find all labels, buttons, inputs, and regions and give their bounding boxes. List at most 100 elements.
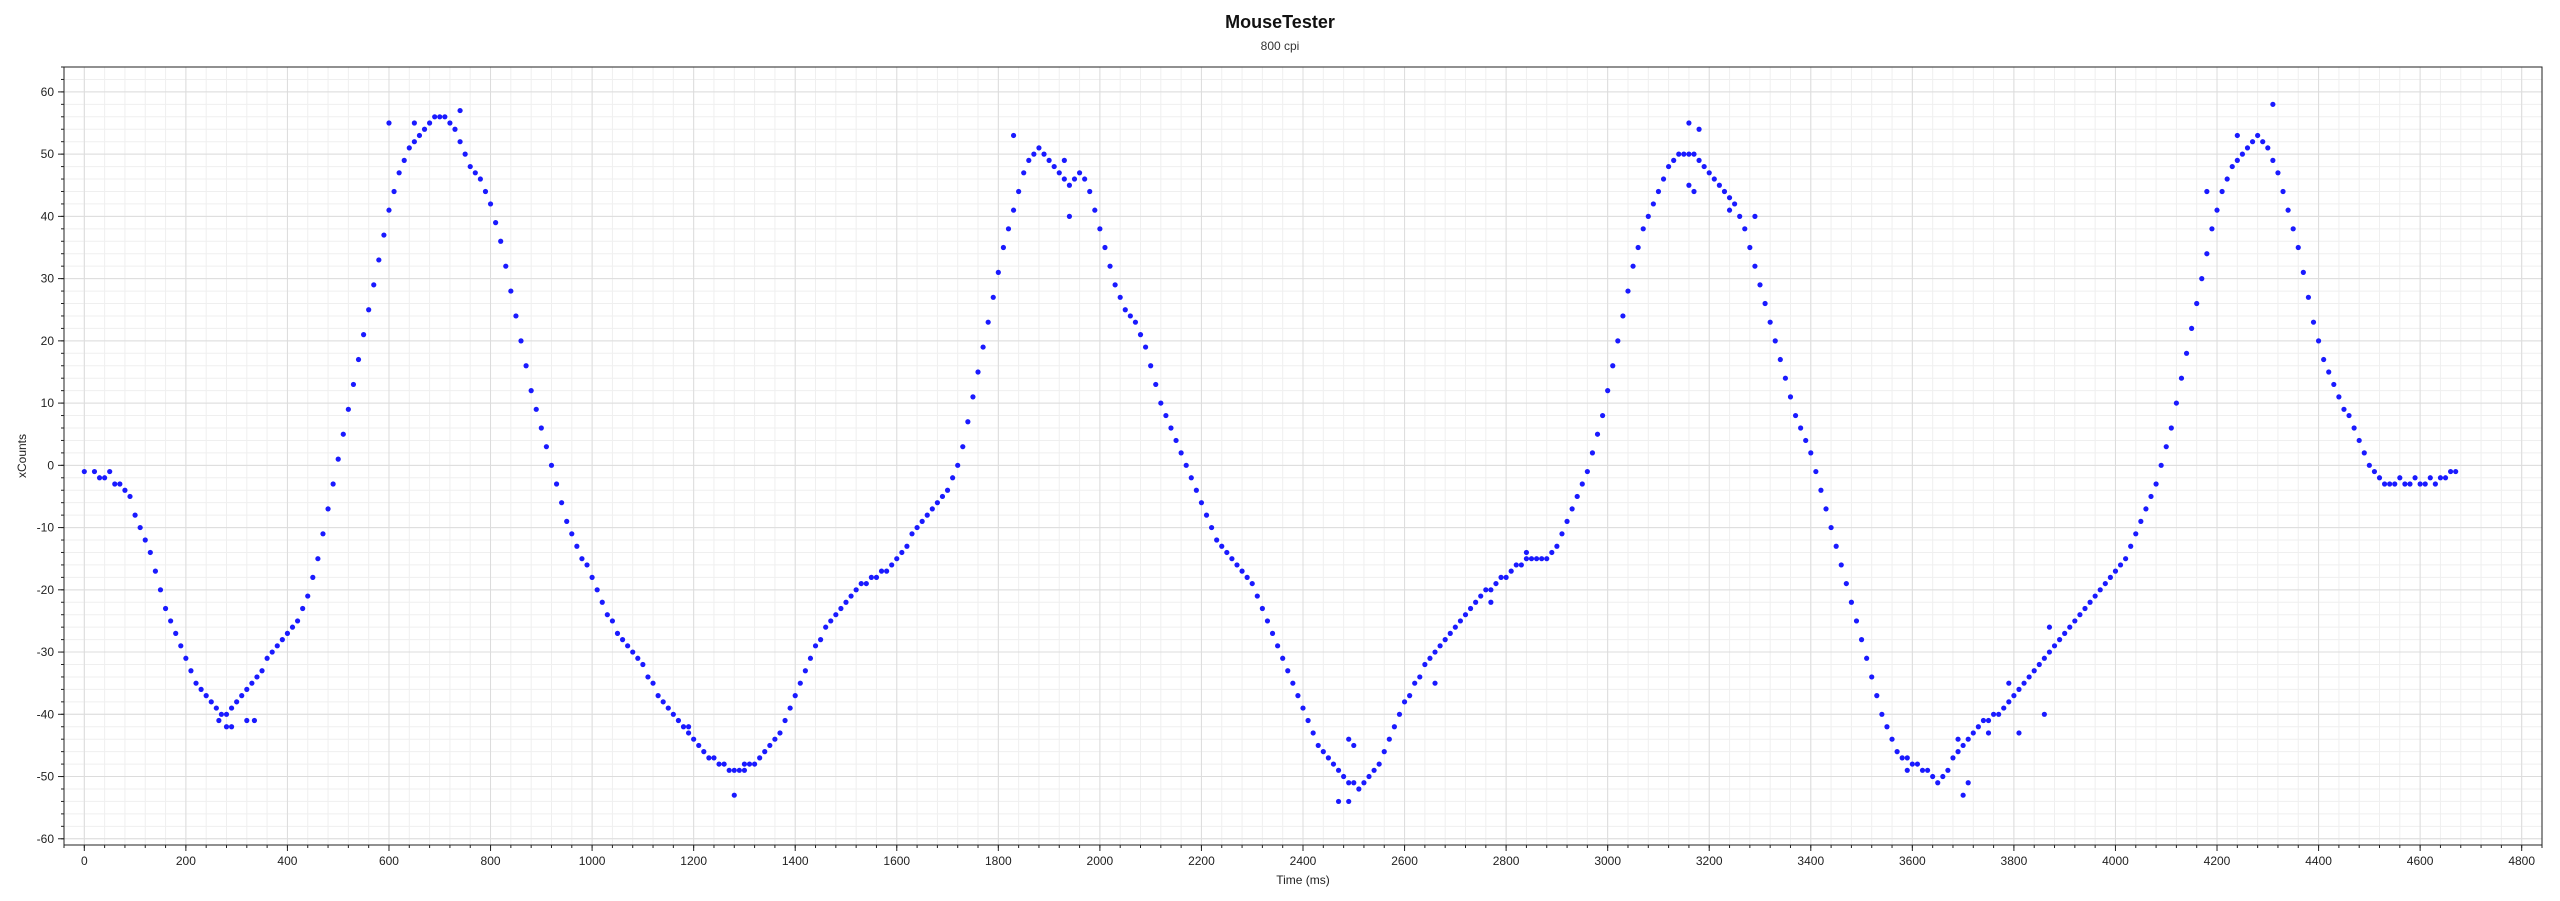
data-point bbox=[701, 749, 707, 755]
data-point bbox=[2067, 624, 2073, 630]
data-point bbox=[934, 500, 940, 506]
data-point bbox=[2209, 226, 2215, 232]
data-point bbox=[1112, 282, 1118, 288]
data-point bbox=[513, 313, 519, 319]
y-tick-label: 40 bbox=[41, 209, 55, 223]
data-point bbox=[1320, 749, 1326, 755]
data-point bbox=[1798, 425, 1804, 431]
data-point bbox=[792, 693, 798, 699]
data-point bbox=[2422, 481, 2428, 487]
data-point bbox=[1559, 531, 1565, 537]
data-point bbox=[1955, 749, 1961, 755]
data-point bbox=[939, 493, 946, 500]
data-point bbox=[1163, 412, 1169, 419]
data-point bbox=[1046, 157, 1052, 163]
data-point bbox=[1752, 263, 1758, 269]
y-tick-label: -10 bbox=[37, 521, 55, 535]
data-point bbox=[269, 649, 275, 655]
data-point bbox=[1655, 188, 1662, 195]
data-point bbox=[498, 238, 504, 244]
data-point bbox=[2173, 400, 2179, 406]
data-point bbox=[102, 475, 108, 481]
data-point bbox=[1965, 736, 1971, 742]
data-point bbox=[1066, 213, 1073, 219]
data-point bbox=[1341, 773, 1347, 780]
data-point bbox=[1371, 767, 1377, 773]
data-point bbox=[609, 618, 616, 624]
data-point bbox=[406, 145, 412, 151]
data-point bbox=[970, 394, 976, 400]
data-point bbox=[2402, 481, 2408, 487]
data-point bbox=[1574, 493, 1580, 500]
data-point bbox=[1396, 711, 1403, 717]
data-point bbox=[863, 580, 869, 587]
data-point bbox=[1554, 543, 1560, 549]
data-point bbox=[670, 711, 676, 717]
data-point bbox=[528, 388, 534, 394]
data-point bbox=[564, 518, 570, 524]
data-point bbox=[508, 288, 514, 294]
data-point bbox=[1305, 717, 1311, 724]
data-point bbox=[1244, 574, 1250, 580]
data-point bbox=[1909, 761, 1915, 767]
data-point bbox=[310, 574, 316, 580]
data-point bbox=[538, 425, 544, 431]
data-point bbox=[2123, 556, 2129, 562]
data-point bbox=[2300, 269, 2306, 275]
data-point bbox=[1640, 226, 1646, 232]
data-point bbox=[1706, 170, 1712, 176]
data-point bbox=[858, 580, 864, 587]
data-point bbox=[1462, 612, 1469, 618]
data-point bbox=[2239, 151, 2246, 157]
data-point bbox=[2371, 468, 2378, 475]
data-point bbox=[1818, 487, 1824, 493]
data-point bbox=[122, 487, 128, 493]
data-point bbox=[112, 481, 118, 487]
data-point bbox=[477, 176, 483, 182]
data-point bbox=[2437, 475, 2444, 481]
data-point bbox=[1016, 188, 1022, 195]
data-point bbox=[223, 724, 230, 730]
x-tick-label: 4000 bbox=[2102, 854, 2129, 868]
data-point bbox=[1930, 773, 1936, 780]
data-point bbox=[2046, 624, 2053, 630]
data-point bbox=[1457, 618, 1464, 624]
data-point bbox=[665, 705, 671, 711]
data-point bbox=[548, 462, 555, 468]
data-point bbox=[1214, 537, 1220, 543]
data-point bbox=[1823, 506, 1829, 512]
data-point bbox=[807, 655, 814, 661]
data-point bbox=[2138, 518, 2144, 524]
data-point bbox=[2381, 481, 2388, 487]
data-point bbox=[1549, 549, 1555, 556]
data-point bbox=[381, 232, 387, 238]
data-point bbox=[2026, 674, 2032, 680]
data-point bbox=[772, 736, 778, 742]
data-point bbox=[1097, 226, 1103, 232]
data-point bbox=[147, 549, 153, 556]
data-point bbox=[1970, 730, 1976, 736]
data-point bbox=[1742, 226, 1748, 232]
data-point bbox=[1691, 151, 1697, 157]
data-point bbox=[675, 717, 682, 724]
data-point bbox=[1630, 263, 1636, 269]
data-point bbox=[1269, 630, 1276, 636]
data-point bbox=[1752, 213, 1758, 219]
data-point bbox=[198, 686, 204, 693]
data-point bbox=[2305, 294, 2312, 300]
data-point bbox=[2447, 468, 2454, 475]
data-point bbox=[2087, 599, 2093, 605]
data-point bbox=[873, 574, 880, 580]
data-point bbox=[1533, 556, 1540, 562]
y-tick-label: -40 bbox=[37, 707, 55, 721]
data-point bbox=[1610, 363, 1616, 369]
data-point bbox=[1036, 145, 1042, 151]
data-point bbox=[2234, 132, 2240, 139]
x-tick-label: 1600 bbox=[883, 854, 910, 868]
data-point bbox=[1899, 755, 1905, 761]
data-point bbox=[894, 556, 900, 562]
data-point bbox=[1513, 562, 1519, 568]
data-point bbox=[1919, 767, 1926, 773]
data-point bbox=[371, 282, 377, 288]
